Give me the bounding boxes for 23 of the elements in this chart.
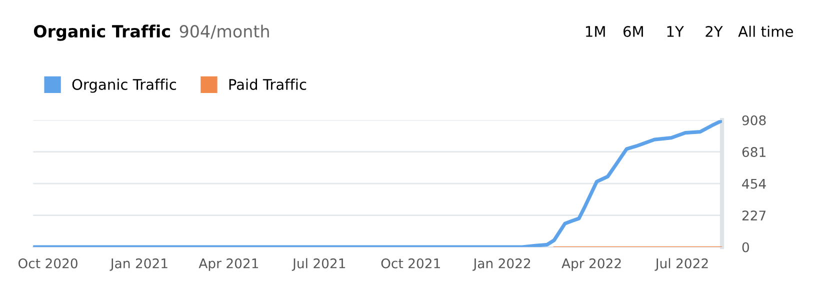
text: 6M [624,26,643,38]
x-tick-label: Jul 2021 [292,258,346,271]
y-tick-label: 227 [742,210,766,220]
y-tick-label: 454 [742,178,766,189]
legend-label: Paid Traffic [229,78,306,90]
y-tick-label: 0 [742,242,749,252]
y-tick-label: 908 [742,115,766,126]
legend-label: Organic Traffic [72,78,176,93]
x-tick-label: Jan 2021 [110,258,168,271]
text: 1Y [667,26,684,37]
x-tick-label: Apr 2022 [562,258,621,271]
x-tick-label: Jan 2022 [472,258,530,271]
x-tick-label: Oct 2020 [18,258,78,268]
x-tick-label: Apr 2021 [198,258,258,271]
chart-subtitle: 904/month [180,24,269,39]
x-tick-label: Oct 2021 [381,258,440,268]
text: All time [738,26,793,38]
y-tick-label: 681 [742,147,766,158]
x-tick-label: Jul 2022 [654,258,708,271]
text: 2Y [706,26,723,37]
text: 1M [586,26,605,37]
line-series [33,120,722,248]
chart-title: Organic Traffic [34,24,170,41]
